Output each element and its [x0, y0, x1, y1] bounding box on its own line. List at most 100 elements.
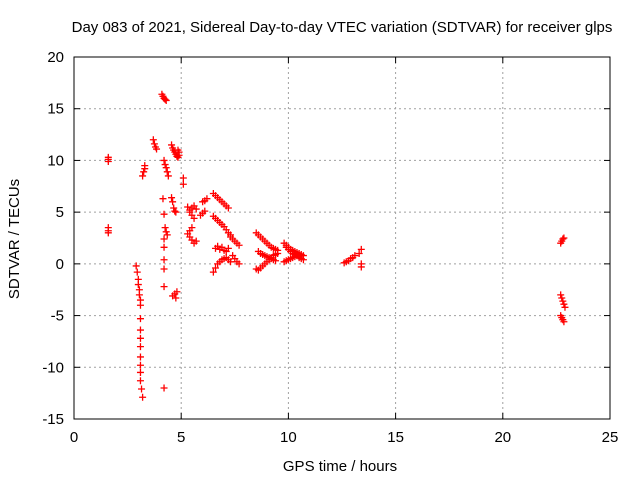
data-point: [136, 353, 144, 361]
data-point: [132, 262, 140, 270]
data-point: [170, 204, 178, 212]
data-point: [560, 234, 568, 242]
data-point: [139, 172, 147, 180]
data-points: [104, 90, 569, 401]
data-point: [224, 204, 232, 212]
data-point: [163, 231, 171, 239]
data-point: [357, 263, 365, 271]
y-tick-label: 0: [56, 256, 64, 273]
y-tick-label: 10: [47, 152, 64, 169]
data-point: [559, 297, 567, 305]
data-point: [162, 228, 170, 236]
data-point: [136, 301, 144, 309]
plot-frame: [73, 56, 611, 420]
y-tick-label: 5: [56, 204, 64, 221]
data-point: [163, 168, 171, 176]
data-point: [295, 253, 303, 261]
data-point: [209, 268, 217, 276]
data-point: [136, 315, 144, 323]
data-point: [135, 291, 143, 299]
data-point: [104, 229, 112, 237]
data-point: [136, 377, 144, 385]
x-tick-label: 10: [280, 429, 297, 446]
data-point: [160, 384, 168, 392]
data-point: [171, 207, 179, 215]
data-point: [172, 208, 180, 216]
data-point: [133, 268, 141, 276]
data-point: [160, 210, 168, 218]
x-axis-ticks: 0 5 10 15 20 25: [70, 57, 619, 446]
data-point: [160, 283, 168, 291]
data-point: [159, 195, 167, 203]
x-tick-label: 20: [494, 429, 511, 446]
data-point: [235, 260, 243, 268]
x-tick-label: 0: [70, 429, 78, 446]
data-point: [201, 207, 209, 215]
y-tick-label: 20: [47, 49, 64, 66]
data-point: [140, 168, 148, 176]
data-point: [149, 136, 157, 144]
data-point: [139, 393, 147, 401]
data-point: [136, 334, 144, 342]
data-point: [355, 250, 363, 258]
y-tick-label: -10: [42, 359, 64, 376]
data-point: [136, 368, 144, 376]
grid-lines: [74, 57, 610, 419]
plot-border: [73, 56, 611, 420]
data-point: [141, 162, 149, 170]
data-point: [161, 161, 169, 169]
data-point: [160, 156, 168, 164]
y-axis-label: SDTVAR / TECUs: [6, 179, 23, 299]
data-point: [560, 318, 568, 326]
data-point: [168, 194, 176, 202]
data-point: [104, 157, 112, 165]
data-point: [227, 258, 235, 266]
data-point: [160, 235, 168, 243]
data-point: [162, 164, 170, 172]
data-point: [192, 205, 200, 213]
data-point: [186, 208, 194, 216]
data-point: [235, 241, 243, 249]
data-point: [357, 245, 365, 253]
data-point: [173, 288, 181, 296]
data-point: [560, 300, 568, 308]
y-tick-label: -5: [51, 308, 64, 325]
data-point: [150, 140, 158, 148]
data-point: [161, 95, 169, 103]
data-point: [134, 281, 142, 289]
data-point: [179, 180, 187, 188]
data-point: [212, 264, 220, 272]
x-axis-label: GPS time / hours: [283, 458, 397, 475]
data-point: [299, 256, 307, 264]
data-point: [174, 146, 182, 154]
data-point: [164, 172, 172, 180]
data-point: [136, 361, 144, 369]
data-point: [557, 291, 565, 299]
data-point: [160, 265, 168, 273]
data-point: [160, 243, 168, 251]
data-point: [201, 197, 209, 205]
y-tick-label: 15: [47, 101, 64, 118]
data-point: [351, 252, 359, 260]
data-point: [138, 385, 146, 393]
data-point: [161, 224, 169, 232]
y-axis-ticks: -15 -10 -5 0 5 10 15 20: [42, 49, 610, 428]
data-point: [561, 303, 569, 311]
data-point: [274, 250, 282, 258]
data-point: [192, 237, 200, 245]
x-tick-label: 25: [602, 429, 619, 446]
data-point: [169, 198, 177, 206]
data-point: [160, 256, 168, 264]
chart-title: Day 083 of 2021, Sidereal Day-to-day VTE…: [72, 19, 613, 36]
y-tick-label: -15: [42, 411, 64, 428]
data-point: [162, 96, 170, 104]
data-point: [179, 174, 187, 182]
data-point: [136, 343, 144, 351]
x-tick-label: 15: [387, 429, 404, 446]
data-point: [558, 294, 566, 302]
data-point: [272, 257, 280, 265]
data-point: [172, 294, 180, 302]
x-tick-label: 5: [177, 429, 185, 446]
